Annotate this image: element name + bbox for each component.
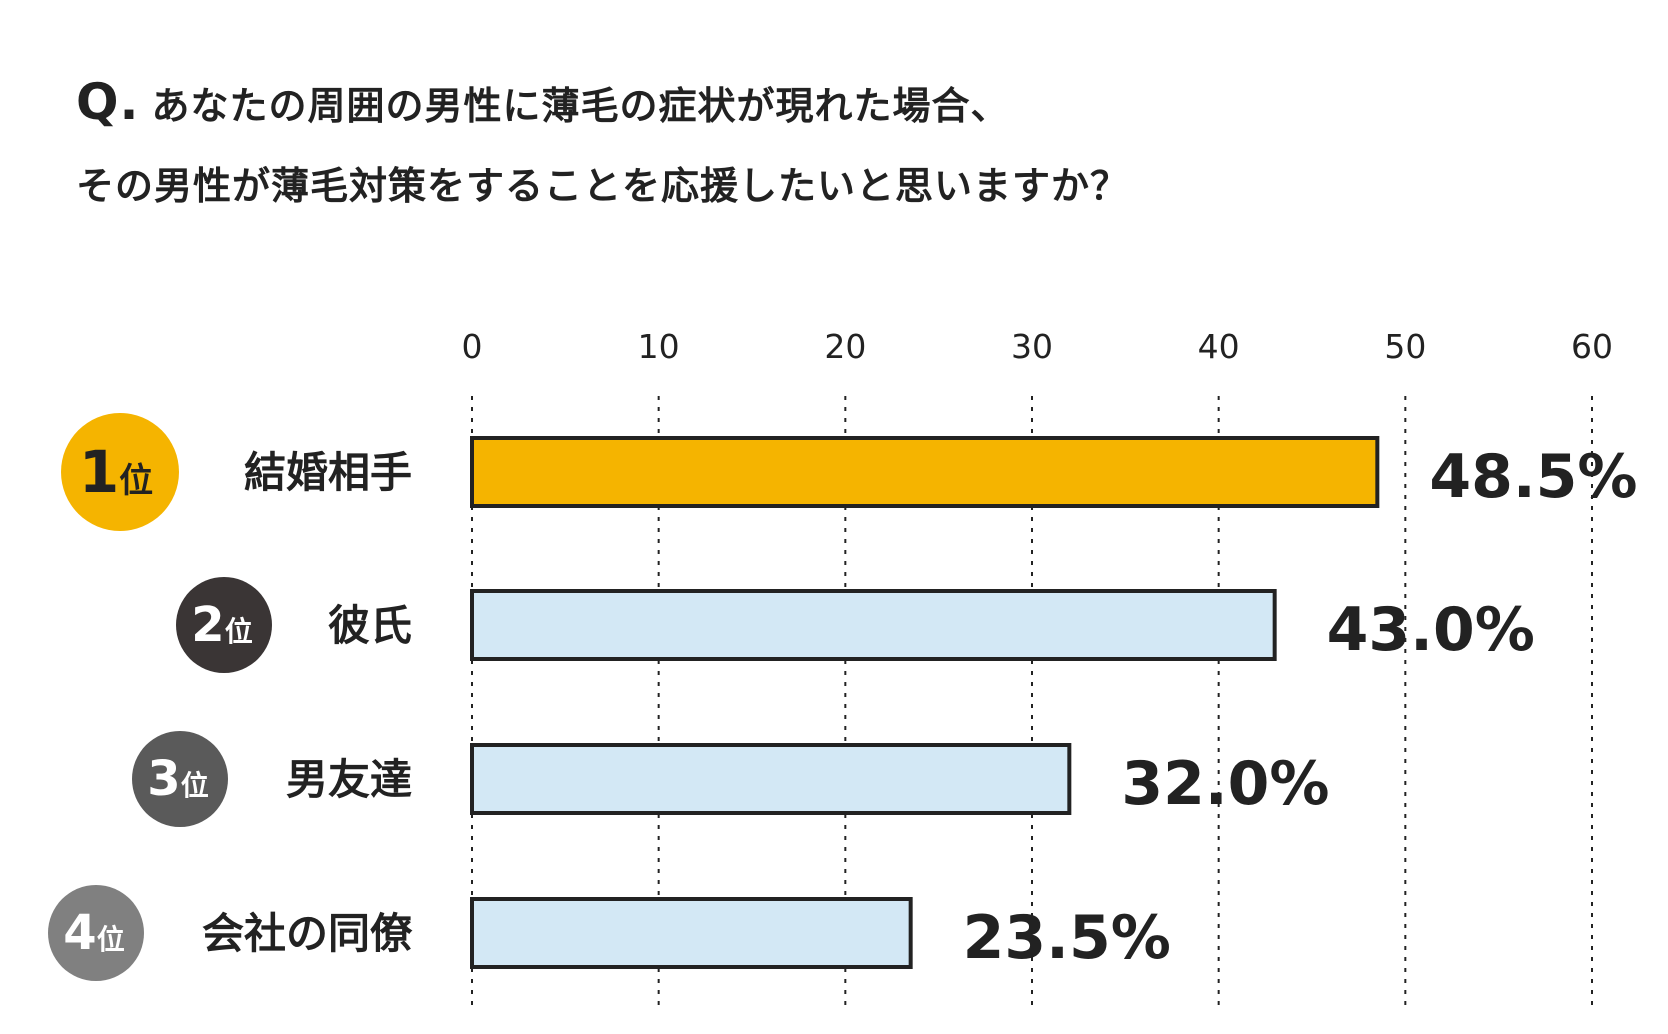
- category-label: 結婚相手: [244, 448, 412, 497]
- question-line-1: Q. あなたの周囲の男性に薄毛の症状が現れた場合、: [76, 62, 1129, 146]
- x-tick-label: 30: [1011, 327, 1053, 366]
- category-label: 男友達: [286, 755, 412, 804]
- rank-label: 1位: [79, 438, 153, 506]
- rank-suffix: 位: [97, 923, 125, 956]
- bar-4: [470, 897, 913, 969]
- rank-number: 2: [191, 597, 224, 653]
- question-mark: Q.: [76, 73, 140, 131]
- rank-badge-3: [132, 731, 228, 827]
- rank-label: 3位: [147, 751, 208, 807]
- x-tick-label: 20: [824, 327, 866, 366]
- question-text-1: あなたの周囲の男性に薄毛の症状が現れた場合、: [151, 84, 1010, 128]
- rank-number: 3: [147, 751, 180, 807]
- rank-label: 4位: [63, 905, 124, 961]
- category-label: 会社の同僚: [202, 909, 413, 958]
- value-label: 43.0%: [1327, 595, 1535, 665]
- bar-3: [470, 743, 1072, 815]
- question-line-2: その男性が薄毛対策をすることを応援したいと思いますか？: [76, 164, 1130, 208]
- value-label: 23.5%: [963, 903, 1171, 973]
- value-label: 32.0%: [1121, 749, 1329, 819]
- rank-number: 4: [63, 905, 96, 961]
- rank-badge-2: [176, 577, 272, 673]
- rank-suffix: 位: [225, 615, 253, 648]
- category-label: 彼氏: [328, 601, 412, 650]
- x-tick-label: 10: [638, 327, 680, 366]
- rank-label: 2位: [191, 597, 252, 653]
- rank-suffix: 位: [181, 769, 209, 802]
- value-label: 48.5%: [1429, 442, 1637, 512]
- bar-1: [470, 436, 1380, 508]
- rank-number: 1: [79, 438, 119, 506]
- x-tick-label: 50: [1384, 327, 1426, 366]
- rank-badge-4: [48, 885, 144, 981]
- question: Q. あなたの周囲の男性に薄毛の症状が現れた場合、 その男性が薄毛対策をすることを…: [76, 62, 1129, 226]
- rank-suffix: 位: [119, 461, 153, 501]
- x-tick-label: 40: [1198, 327, 1240, 366]
- bar-2: [470, 589, 1277, 661]
- x-tick-label: 0: [462, 327, 483, 366]
- rank-badge-1: [61, 413, 179, 531]
- x-tick-label: 60: [1571, 327, 1613, 366]
